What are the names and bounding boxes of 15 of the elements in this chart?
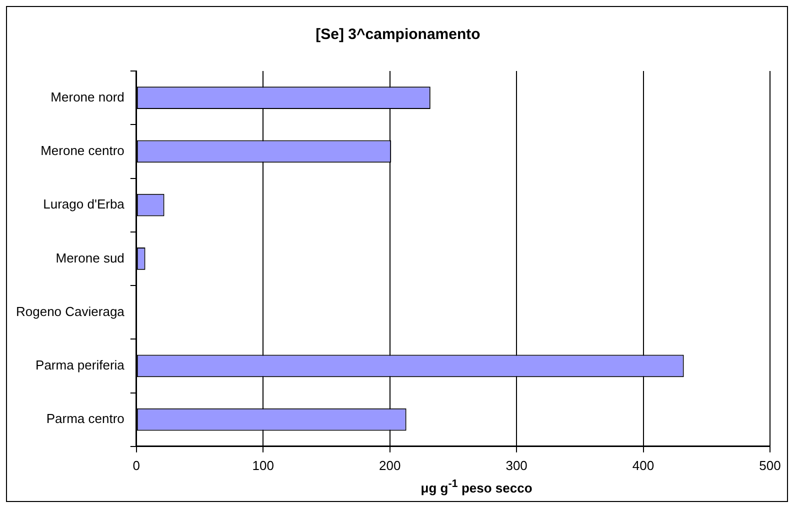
y-tick-label: Parma periferia [36,358,126,373]
chart-title: [Se] 3^campionamento [314,26,482,43]
y-tick-label: Lurago d'Erba [43,196,126,212]
x-tick-label: 0 [132,458,140,473]
y-tick-label: Parma centro [46,411,124,426]
x-axis-title: μg g$^{-1}$ peso secco [420,478,534,496]
y-tick-label: Merone centro [40,143,124,158]
x-tick-label: 100 [252,458,274,473]
y-tick-label: Merone nord [50,89,124,104]
y-tick-label: Merone sud [56,250,124,266]
x-tick-label: 500 [759,458,781,473]
y-tick-label: Rogeno Cavieraga [16,304,126,319]
x-tick-label: 200 [378,458,401,473]
x-tick-label: 400 [632,458,654,473]
x-tick-label: 300 [506,458,528,473]
